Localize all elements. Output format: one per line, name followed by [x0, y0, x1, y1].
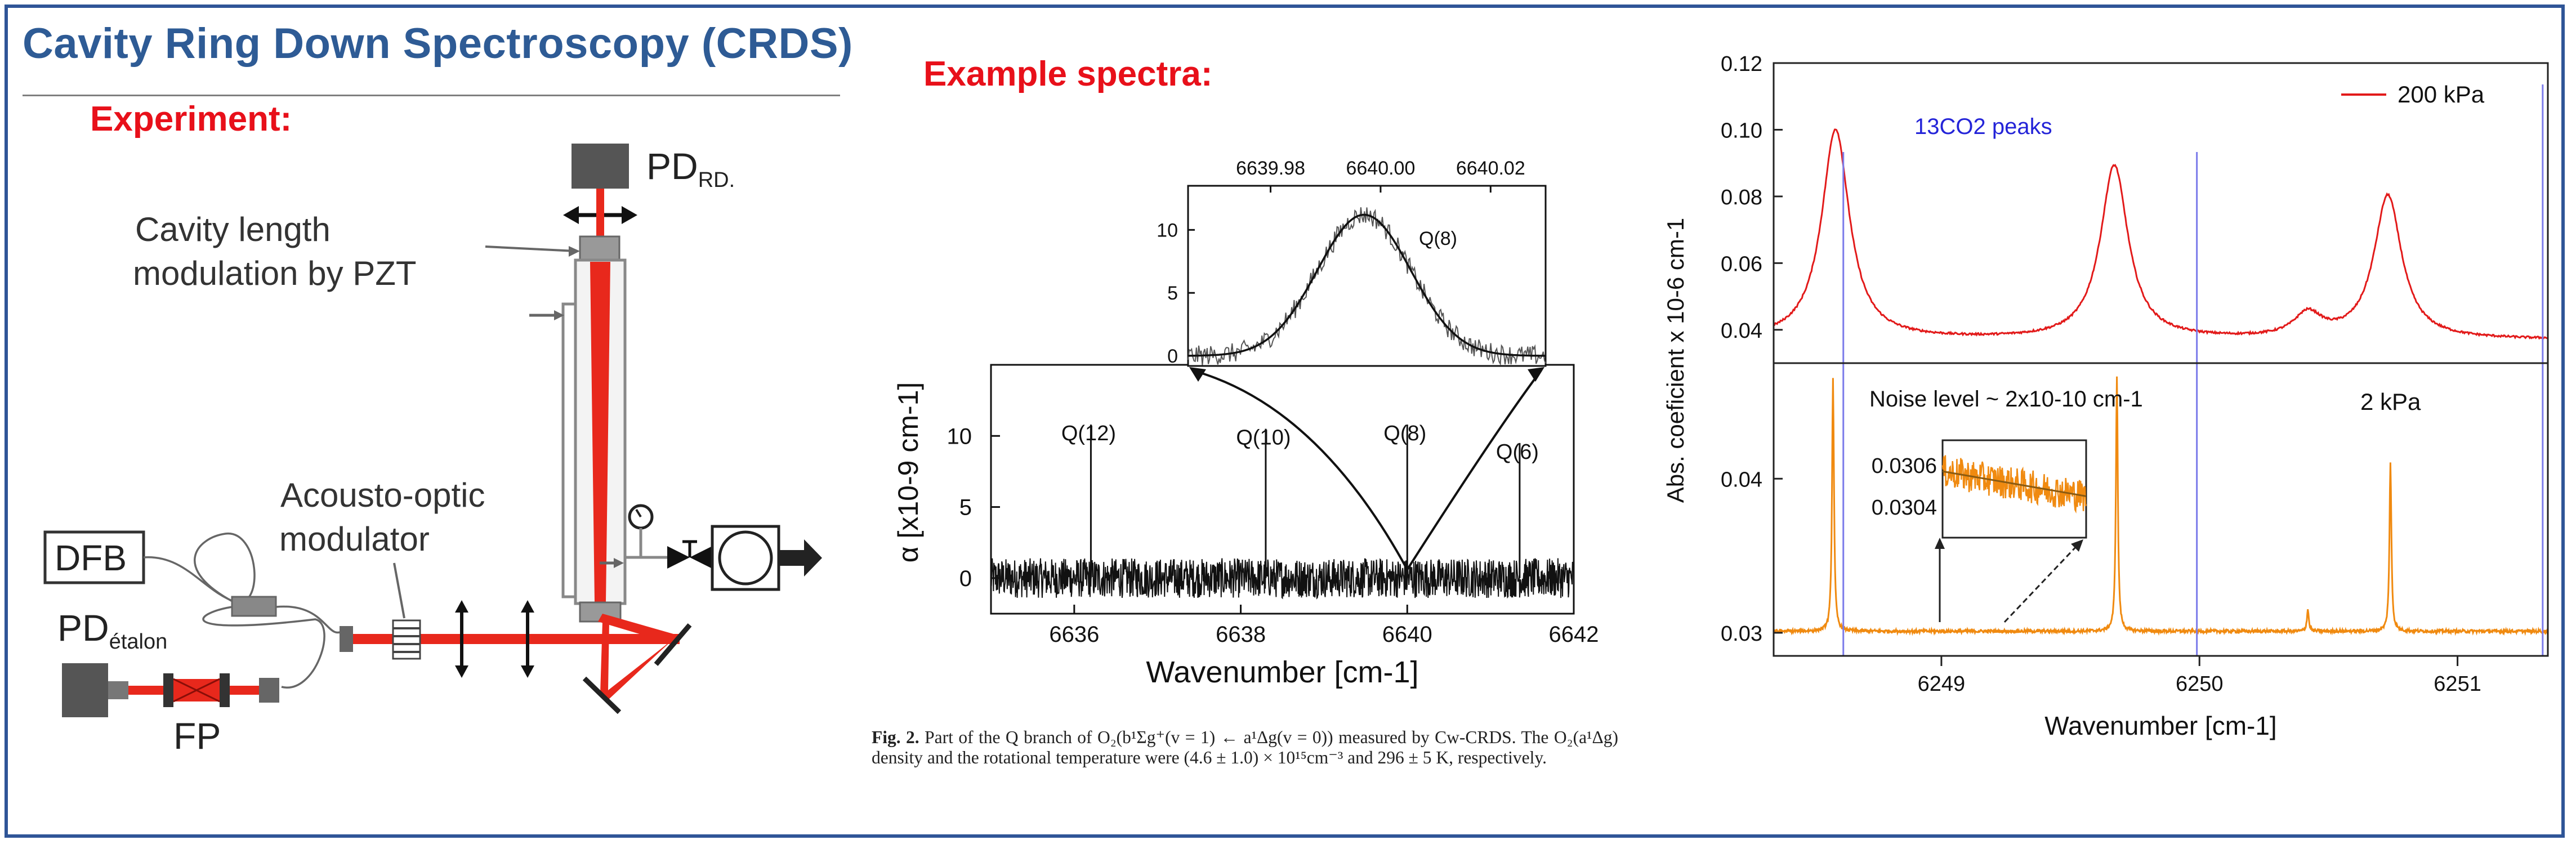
noise-inset-arrowhead-left: [1935, 538, 1945, 549]
laser-beam-cavity: [590, 262, 610, 602]
aom-block: [392, 619, 421, 660]
inset-y-tick-label: 5: [1167, 283, 1178, 304]
fiber-to-collimator: [275, 605, 344, 634]
top-y-tick-label: 0.08: [1721, 186, 1762, 209]
fp-label: FP: [173, 715, 221, 757]
zoom-arrowhead-left: [1189, 367, 1206, 382]
inset-fit-curve: [1188, 213, 1546, 357]
fiber-collimator: [340, 626, 353, 652]
title-divider: [23, 95, 840, 96]
aom-label-pointer: [393, 562, 405, 619]
fp-etalon-mirror-left: [163, 673, 173, 707]
x-tick-label: 6251: [2434, 672, 2481, 696]
o2-y-tick-label: 5: [959, 495, 972, 520]
o2-x-tick-label: 6638: [1216, 622, 1266, 647]
legend-200kpa-label: 200 kPa: [2398, 81, 2485, 108]
cavity-modulation-label: Cavity length modulation by PZT: [133, 211, 417, 292]
page-title: Cavity Ring Down Spectroscopy (CRDS): [23, 20, 853, 68]
bottom-y-tick-label: 0.04: [1721, 468, 1762, 491]
pd-rd-label: PDRD.: [646, 145, 735, 192]
x-tick-label: 6250: [2176, 672, 2224, 696]
o2-x-axis-label: Wavenumber [cm-1]: [1146, 655, 1418, 689]
noise-inset-y-tick-label: 0.0306: [1872, 454, 1937, 478]
noise-inset-y-tick-label: 0.0304: [1872, 496, 1937, 520]
inset-y-tick-label: 0: [1167, 346, 1178, 367]
series-200kpa-trace: [1773, 128, 2548, 340]
x-axis-label: Wavenumber [cm-1]: [2044, 711, 2276, 740]
laser-beam-fold: [598, 614, 673, 644]
crds-apparatus-diagram: PDRD. Cavity length modulation by PZT Aco…: [43, 144, 822, 757]
fold-mirror-bottom: [582, 676, 622, 714]
laser-beam-top: [596, 189, 604, 236]
noise-inset-trace: [1941, 455, 2087, 514]
laser-beam-horizontal: [353, 634, 680, 644]
inset-peak-label: Q(8): [1419, 228, 1457, 249]
optical-fiber: [143, 533, 256, 605]
noise-inset-arrowhead-right: [2071, 539, 2083, 552]
o2-x-tick-label: 6642: [1549, 622, 1599, 647]
co2-13-peaks-label: 13CO2 peaks: [1914, 114, 2052, 139]
figure-caption: Fig. 2. Part of the Q branch of O₂(b¹Σg⁺…: [872, 727, 1619, 767]
zoom-arrow-right: [1406, 369, 1542, 570]
o2-noise-trace: [990, 558, 1574, 600]
dfb-laser-box: [43, 530, 145, 584]
pd-etalon-detector: [62, 663, 108, 717]
lens-arrows: [455, 600, 534, 678]
top-y-tick-label: 0.06: [1721, 252, 1762, 276]
laser-beam-down: [600, 622, 673, 701]
inset-x-tick-label: 6640.02: [1456, 158, 1525, 179]
fp-etalon-mirror-right: [220, 673, 230, 707]
o2-peak-label: Q(10): [1236, 426, 1291, 450]
o2-q-branch-chart: Q(12) Q(10) Q(8) Q(6) 6636 6638 6640 6642 0 5 10 Wa…: [892, 158, 1599, 689]
inset-y-tick-label: 10: [1157, 220, 1178, 241]
top-y-tick-label: 0.10: [1721, 119, 1762, 142]
o2-peak-label: Q(6): [1496, 440, 1539, 464]
o2-x-tick-label: 6636: [1049, 622, 1099, 647]
inset-data-trace: [1187, 207, 1546, 366]
fiber-to-etalon: [202, 606, 325, 689]
cavity-inlet: [561, 302, 575, 598]
x-tick-label: 6249: [1918, 672, 1966, 696]
aom-label: Acousto-optic modulator: [279, 476, 485, 558]
fold-mirror-right: [654, 623, 692, 666]
series-2kpa-trace: [1773, 376, 2549, 636]
inset-x-tick-label: 6639.98: [1236, 158, 1305, 179]
pd-etalon-label: PDétalon: [57, 607, 167, 654]
cavity-label-pointer: [485, 245, 576, 252]
series-2kpa-label: 2 kPa: [2360, 388, 2421, 415]
o2-y-axis-label: α [x10-9 cm-1]: [892, 382, 924, 563]
o2-y-tick-label: 0: [959, 566, 972, 591]
experiment-heading: Experiment:: [90, 100, 292, 138]
y-axis-label: Abs. coeficient x 10-6 cm-1: [1662, 218, 1689, 503]
pd-rd-detector: [572, 144, 629, 189]
bottom-panel-frame: [1773, 362, 2549, 657]
o2-y-tick-label: 10: [947, 424, 972, 449]
dfb-label: DFB: [55, 538, 127, 578]
spectra-heading: Example spectra:: [923, 55, 1213, 93]
inset-x-tick-label: 6640.00: [1346, 158, 1415, 179]
top-y-tick-label: 0.12: [1721, 52, 1762, 76]
noise-inset-fit-line: [1942, 470, 2087, 497]
zoom-arrow-left: [1192, 369, 1409, 570]
o2-peak-label: Q(12): [1061, 422, 1116, 445]
o2-peak-label: Q(8): [1383, 422, 1426, 445]
pump-exhaust-arrow: [779, 539, 822, 577]
gas-inlet-arrows: [529, 310, 624, 568]
co2-spectra-chart: 0.04 0.06 0.08 0.10 0.12 0.03 0.04 6249 6250 6251…: [1662, 52, 2549, 740]
fiber-isolator: [231, 596, 277, 617]
bottom-y-tick-label: 0.03: [1721, 622, 1762, 646]
cavity-mirror-top: [579, 235, 620, 261]
zoom-arrowhead-right: [1528, 367, 1544, 382]
o2-x-tick-label: 6640: [1382, 622, 1432, 647]
noise-inset-pointer-right: [2003, 544, 2079, 623]
slide-frame: [5, 5, 2565, 838]
noise-level-label: Noise level ~ 2x10-10 cm-1: [1869, 387, 2143, 412]
top-y-tick-label: 0.04: [1721, 319, 1762, 343]
